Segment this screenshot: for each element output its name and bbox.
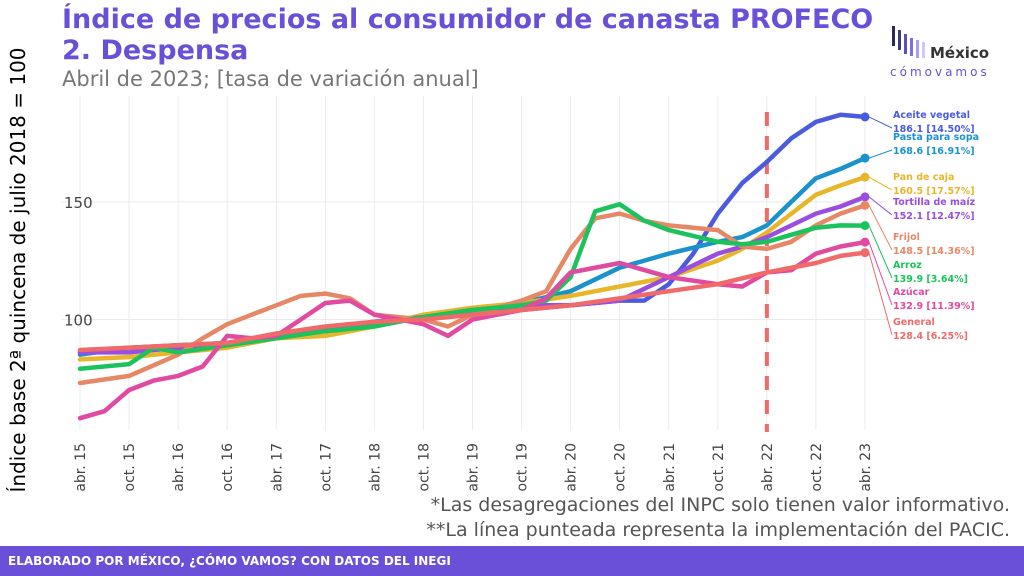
- x-tick-label: oct. 17: [318, 443, 334, 491]
- series-name-label: General: [893, 317, 935, 328]
- mexico-como-vamos-logo: México cómovamos: [890, 24, 1010, 84]
- series-value-label: 152.1 [12.47%]: [893, 211, 975, 222]
- x-tick-label: oct. 20: [613, 443, 629, 491]
- x-tick-label: abr. 21: [662, 443, 678, 492]
- x-tick-label: oct. 18: [416, 443, 432, 491]
- title-line-2: 2. Despensa: [62, 35, 249, 66]
- x-tick-label: oct. 15: [122, 443, 138, 491]
- series-end-point: [860, 172, 870, 182]
- label-connector: [868, 176, 893, 191]
- footnote-1: *Las desagregaciones del INPC solo tiene…: [430, 494, 1010, 516]
- series-end-point: [860, 200, 870, 210]
- series-end-point: [860, 153, 870, 163]
- label-connector: [868, 149, 893, 159]
- y-tick-label: 100: [64, 311, 93, 329]
- line-chart: abr. 15 oct. 15 abr. 16 oct. 16 abr. 17 oct. …: [62, 96, 979, 492]
- series-value-label: 139.9 [3.64%]: [893, 274, 968, 285]
- title-line-1: Índice de precios al consumidor de canas…: [62, 4, 874, 35]
- series-value-label: 160.5 [17.57%]: [893, 186, 975, 197]
- x-tick-label: abr. 17: [269, 443, 285, 492]
- series-value-label: 168.6 [16.91%]: [893, 146, 975, 157]
- series-name-label: Pasta para sopa: [893, 132, 979, 143]
- x-tick-label: oct. 22: [809, 443, 825, 491]
- label-connector: [868, 116, 893, 129]
- y-tick-label: 150: [64, 194, 93, 212]
- logo-text-bottom: cómovamos: [890, 65, 990, 79]
- series-value-label: 128.4 [6.25%]: [893, 331, 968, 342]
- series-value-label: 132.9 [11.39%]: [893, 301, 975, 312]
- series-name-label: Azúcar: [893, 287, 930, 298]
- chart-title: Índice de precios al consumidor de canas…: [62, 4, 873, 66]
- series-line: [77, 250, 868, 353]
- x-tick-label: abr. 20: [564, 443, 580, 492]
- label-connector: [868, 241, 893, 306]
- x-tick-label: abr. 22: [760, 443, 776, 492]
- series-name-label: Aceite vegetal: [893, 110, 970, 121]
- series-value-label: 186.1 [14.50%]: [893, 124, 975, 135]
- series-end-point: [860, 237, 870, 247]
- series-line: [77, 239, 868, 421]
- series-name-label: Tortilla de maíz: [893, 197, 976, 208]
- x-tick-label: abr. 19: [466, 443, 482, 492]
- x-tick-label: abr. 23: [858, 443, 874, 492]
- series-end-point: [860, 221, 870, 231]
- footnotes: *Las desagregaciones del INPC solo tiene…: [426, 493, 1010, 543]
- footnote-2: **La línea punteada representa la implem…: [426, 519, 1010, 541]
- series-end-point: [860, 112, 870, 122]
- x-tick-label: oct. 19: [515, 443, 531, 491]
- series-end-point: [860, 192, 870, 202]
- x-tick-label: abr. 18: [367, 443, 383, 492]
- x-tick-label: abr. 16: [171, 443, 187, 492]
- bars-logo-icon: [892, 26, 925, 58]
- x-tick-label: oct. 21: [711, 443, 727, 491]
- series-name-label: Frijol: [893, 232, 920, 243]
- label-connector: [868, 225, 893, 279]
- logo-text-top: México: [930, 44, 990, 62]
- label-connector: [868, 252, 893, 336]
- series-end-point: [860, 248, 870, 258]
- x-tick-label: abr. 15: [73, 443, 89, 492]
- footer-bar: ELABORADO POR MÉXICO, ¿CÓMO VAMOS? CON D…: [0, 546, 1024, 576]
- x-tick-label: oct. 16: [220, 443, 236, 492]
- label-connector: [868, 196, 893, 216]
- series-name-label: Arroz: [893, 260, 922, 271]
- label-connector: [868, 205, 893, 251]
- series-value-label: 148.5 [14.36%]: [893, 246, 975, 257]
- series-name-label: Pan de caja: [893, 172, 954, 183]
- chart-subtitle: Abril de 2023; [tasa de variación anual]: [62, 67, 479, 91]
